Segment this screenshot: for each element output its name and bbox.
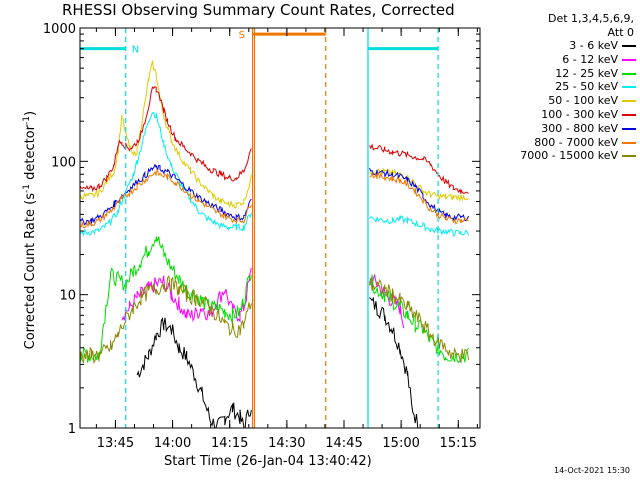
legend-label: 100 - 300 keV: [541, 108, 618, 121]
y-tick-label-2: 100: [51, 155, 76, 170]
x-tick-label-2: 14:15: [211, 436, 248, 451]
series-line-4: [79, 60, 469, 209]
legend-label: 6 - 12 keV: [562, 52, 618, 66]
series-line-8: [79, 275, 470, 365]
legend-swatch: [622, 58, 636, 61]
legend-swatch: [622, 45, 636, 47]
legend-swatch: [622, 100, 636, 103]
x-tick-label-0: 13:45: [97, 436, 134, 451]
x-tick-label-6: 15:15: [440, 436, 477, 451]
y-tick-label-3: 1000: [43, 22, 76, 37]
legend-entry: 25 - 50 keV: [555, 80, 636, 94]
chart-title: RHESSI Observing Summary Count Rates, Co…: [62, 1, 455, 19]
legend-swatch: [622, 72, 636, 75]
legend-swatch: [622, 86, 636, 89]
legend-swatch: [622, 155, 636, 158]
legend-swatch: [622, 141, 636, 144]
series-line-3: [79, 111, 470, 237]
legend-entry: 300 - 800 keV: [541, 121, 636, 135]
legend-entry: 100 - 300 keV: [541, 108, 636, 121]
timestamp: 14-Oct-2021 15:30: [554, 466, 630, 475]
legend-entry: 3 - 6 keV: [569, 39, 636, 52]
y-axis-label: Corrected Count Rate (s-1 detector-1): [21, 110, 39, 350]
x-tick-label-4: 14:45: [325, 436, 362, 451]
y-tick-label-0: 1: [68, 422, 76, 437]
series-line-2: [79, 236, 470, 364]
series-line-7: [79, 168, 469, 229]
marker-label-1: S: [239, 30, 245, 41]
legend-entry: 12 - 25 keV: [555, 66, 636, 80]
series-line-6: [79, 163, 470, 226]
x-axis-label: Start Time (26-Jan-04 13:40:42): [164, 454, 372, 469]
x-tick-label-3: 14:30: [268, 436, 305, 451]
series-line-1: [121, 267, 405, 329]
legend-label: 300 - 800 keV: [541, 121, 618, 135]
legend-label: 7000 - 15000 keV: [520, 149, 618, 163]
x-tick-label-5: 15:00: [382, 436, 419, 451]
y-tick-label-1: 10: [59, 289, 76, 304]
legend-detector-label: Det 1,3,4,5,6,9,: [547, 12, 634, 25]
series-line-5: [79, 85, 469, 194]
series-line-0: [136, 296, 419, 429]
legend-swatch: [622, 114, 636, 116]
plot-frame: [79, 27, 481, 429]
legend-label: 800 - 7000 keV: [534, 135, 618, 149]
legend-label: 12 - 25 keV: [555, 66, 618, 80]
legend-label: 3 - 6 keV: [569, 39, 618, 52]
x-tick-label-1: 14:00: [154, 436, 191, 451]
legend-entry: 800 - 7000 keV: [534, 135, 636, 149]
marker-label-0: N: [132, 45, 139, 56]
legend-label: 50 - 100 keV: [548, 94, 618, 108]
legend-attenuator-label: Att 0: [607, 26, 634, 39]
legend-swatch: [622, 127, 636, 130]
legend-entry: 6 - 12 keV: [562, 52, 636, 66]
legend-entry: 50 - 100 keV: [548, 94, 636, 108]
legend-label: 25 - 50 keV: [555, 80, 618, 94]
legend-entry: 7000 - 15000 keV: [520, 149, 636, 163]
